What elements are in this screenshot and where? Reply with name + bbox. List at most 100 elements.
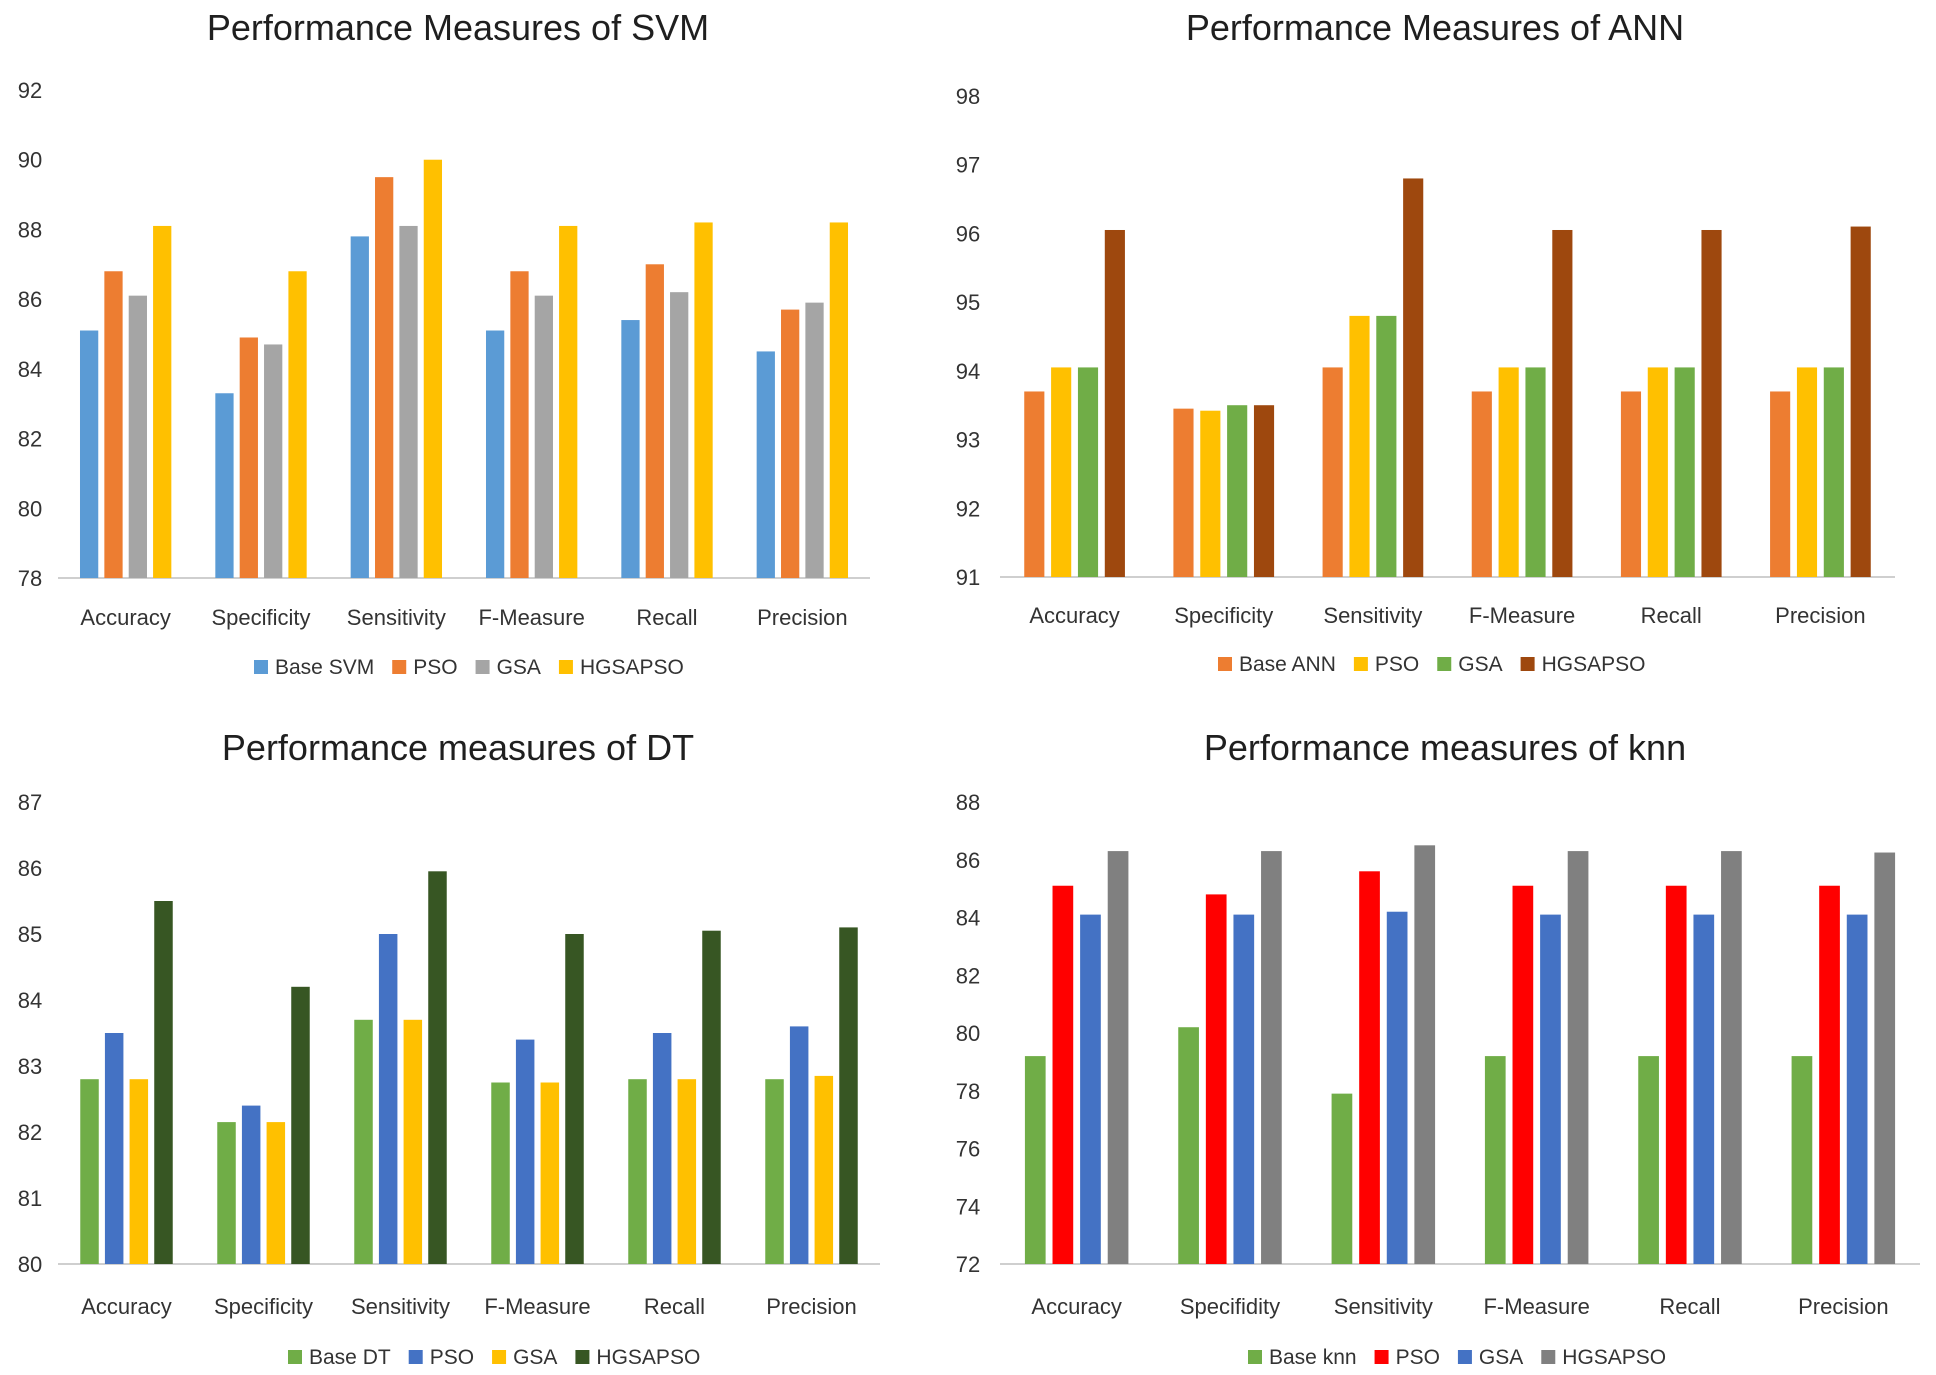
legend-swatch	[1374, 1350, 1389, 1364]
bar	[670, 292, 689, 578]
bar	[1701, 229, 1722, 577]
y-tick-label: 80	[18, 496, 42, 521]
bar	[1173, 408, 1194, 577]
chart-ann: Performance Measures of ANN 91 92 93 94 95 96 9…	[956, 7, 1895, 676]
chart-panel-dt: Performance measures of DT 80 81 82 83 84 85 86…	[18, 727, 880, 1369]
legend-label: HGSAPSO	[596, 1346, 700, 1369]
y-tick-label: 82	[956, 963, 980, 988]
y-tick-label: 91	[956, 565, 980, 590]
legend-label: PSO	[1396, 1346, 1440, 1369]
y-tick-label: 86	[956, 848, 980, 873]
bar	[1567, 851, 1589, 1264]
bar	[628, 1079, 647, 1264]
y-tick-label: 90	[18, 148, 42, 173]
bar	[515, 1039, 535, 1264]
x-tick-label: Precision	[766, 1294, 856, 1319]
bar	[1376, 315, 1397, 577]
bar	[154, 901, 173, 1264]
x-tick-label: Recall	[1641, 603, 1702, 628]
bar	[1471, 391, 1492, 577]
x-tick-label: Precision	[1798, 1294, 1888, 1319]
bar	[1791, 1056, 1813, 1264]
bar	[403, 1019, 423, 1264]
bar	[1080, 914, 1101, 1264]
chart-dt: Performance measures of DT 80 81 82 83 84 85 86…	[18, 727, 880, 1369]
x-tick-label: F-Measure	[1483, 1294, 1589, 1319]
bar	[423, 159, 443, 578]
chart-svm: Performance Measures of SVM 78 80 82 84 86 88 9…	[18, 7, 870, 679]
y-tick-label: 80	[18, 1252, 42, 1277]
y-tick-label: 86	[18, 856, 42, 881]
bar	[789, 1026, 809, 1264]
x-tick-label: Specificity	[211, 605, 310, 630]
bar	[1253, 405, 1275, 577]
bar	[1403, 178, 1424, 577]
legend-label: Base knn	[1269, 1346, 1357, 1369]
bar	[1552, 229, 1573, 577]
legend-label: GSA	[513, 1346, 557, 1369]
bar	[1770, 391, 1791, 577]
bar	[80, 1079, 99, 1264]
bar	[266, 1122, 286, 1264]
bar	[291, 986, 310, 1264]
legend-label: HGSAPSO	[580, 656, 684, 679]
bar	[814, 1075, 834, 1264]
legend-label: HGSAPSO	[1562, 1346, 1666, 1369]
bar	[1693, 914, 1715, 1264]
bar	[1850, 226, 1871, 578]
bar	[1052, 885, 1074, 1264]
y-tick-label: 82	[18, 1120, 42, 1145]
bar	[153, 225, 172, 578]
bar	[645, 264, 664, 578]
bar	[756, 351, 775, 578]
bar	[288, 271, 307, 578]
bar	[1331, 1093, 1353, 1264]
y-tick-label: 74	[956, 1194, 980, 1219]
legend-label: Base ANN	[1239, 653, 1336, 676]
bar	[559, 225, 578, 578]
y-tick-label: 88	[18, 217, 42, 242]
bar	[1846, 914, 1868, 1264]
bar	[839, 927, 858, 1264]
bar	[1077, 367, 1099, 577]
bar	[104, 1033, 124, 1264]
bar	[241, 1105, 261, 1264]
y-tick-label: 83	[18, 1054, 42, 1079]
legend-swatch	[288, 1350, 302, 1364]
bar	[399, 225, 418, 578]
bar	[1024, 1056, 1046, 1264]
chart-title: Performance measures of knn	[1204, 727, 1686, 768]
y-tick-label: 94	[956, 359, 980, 384]
bar	[534, 295, 553, 578]
x-tick-label: Accuracy	[1029, 603, 1119, 628]
bar	[1819, 885, 1840, 1264]
y-tick-label: 85	[18, 922, 42, 947]
bar	[652, 1033, 672, 1264]
bar	[239, 337, 258, 578]
bar	[350, 236, 369, 578]
x-tick-label: Accuracy	[1031, 1294, 1121, 1319]
y-tick-label: 97	[956, 153, 980, 178]
bar	[491, 1082, 510, 1264]
bar	[510, 271, 529, 578]
x-tick-label: Sensitivity	[1334, 1294, 1433, 1319]
x-tick-label: Specificity	[214, 1294, 313, 1319]
chart-title: Performance Measures of SVM	[207, 7, 709, 48]
x-tick-label: Recall	[1659, 1294, 1720, 1319]
bar	[1874, 852, 1896, 1264]
bar	[1024, 391, 1045, 577]
bar	[1349, 315, 1370, 577]
bar	[1540, 914, 1561, 1264]
bar	[217, 1122, 236, 1264]
y-tick-label: 87	[18, 790, 42, 815]
legend-swatch	[575, 1350, 590, 1364]
bar	[1386, 911, 1408, 1264]
y-tick-label: 84	[956, 906, 980, 931]
y-tick-label: 88	[956, 790, 980, 815]
x-tick-label: F-Measure	[484, 1294, 590, 1319]
bar	[805, 302, 824, 578]
legend-label: GSA	[1458, 653, 1502, 676]
bar	[1796, 367, 1818, 577]
legend-swatch	[1541, 1350, 1556, 1364]
